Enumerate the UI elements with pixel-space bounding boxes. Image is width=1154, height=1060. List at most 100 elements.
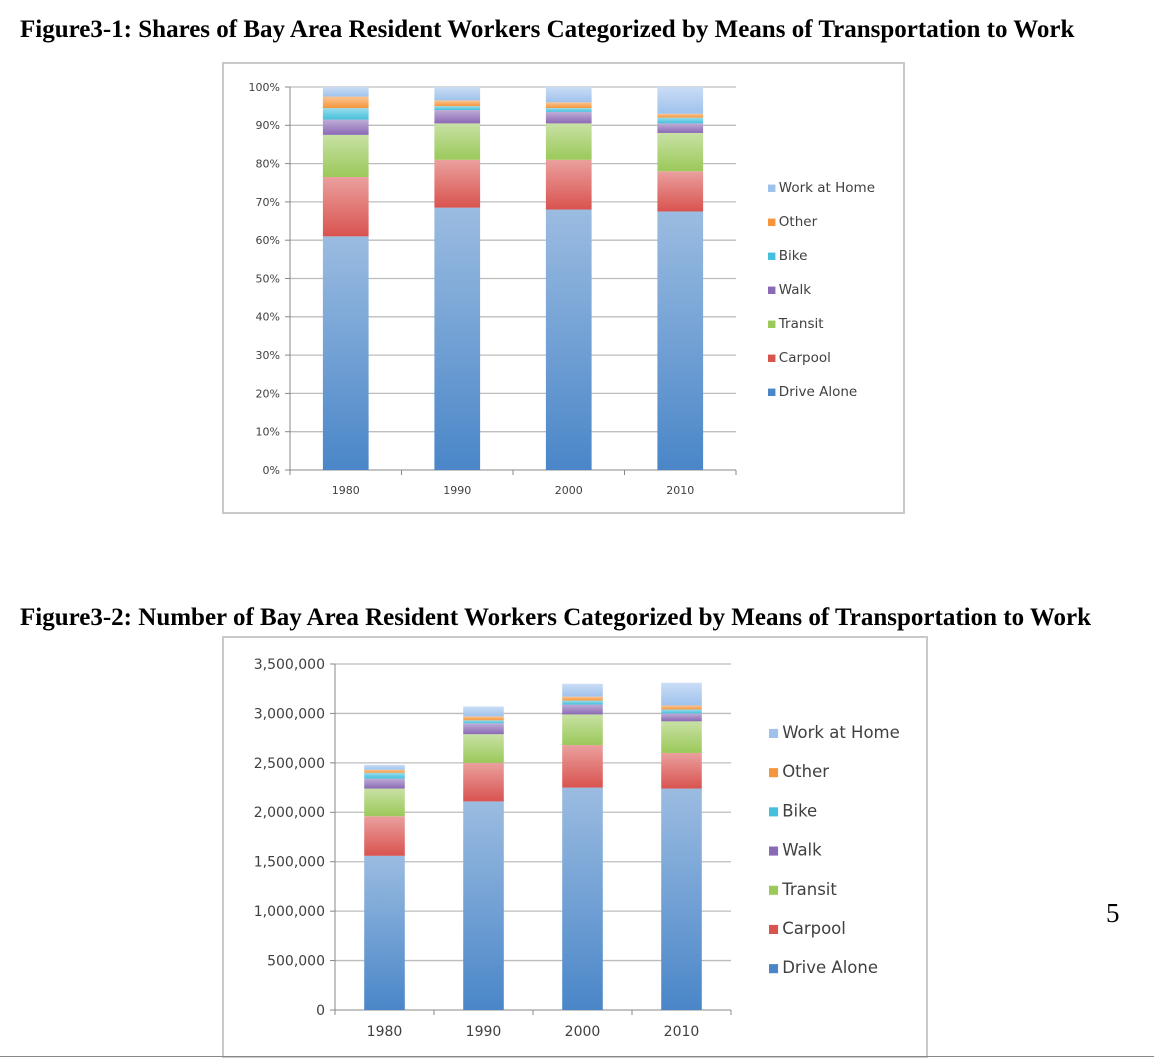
bar-segment-2010-carpool: [657, 171, 704, 212]
y-tick-label: 30%: [256, 349, 280, 362]
legend-label-carpool: Carpool: [782, 919, 846, 938]
bar-segment-2000-other: [562, 696, 603, 701]
chart-shares-frame: 0% 10% 20% 30% 40% 50% 60% 70% 80% 90% 100% 1980 199…: [222, 62, 905, 514]
legend-swatch-walk: [769, 846, 779, 856]
legend-label-transit: Transit: [781, 880, 837, 899]
legend-swatch-transit: [769, 885, 779, 895]
bar-segment-1980-work-at-home: [364, 764, 405, 770]
bar-segment-2000-bike: [545, 108, 592, 112]
y-tick-label: 0: [316, 1003, 325, 1019]
bar-segment-1980-drive-alone: [364, 855, 405, 1010]
legend-swatch-walk: [768, 286, 776, 294]
y-tick-label: 100%: [249, 81, 280, 94]
chart-counts: 0 500,000 1,000,000 1,500,000 2,000,000 2,500…: [254, 657, 900, 1040]
x-tick-label: 2000: [555, 484, 583, 497]
y-tick-label: 90%: [256, 119, 280, 132]
bar-segment-2000-work-at-home: [562, 683, 603, 697]
bar-segment-2010-transit: [661, 721, 702, 753]
legend-label-drive-alone: Drive Alone: [779, 384, 857, 400]
bar-segment-2000-work-at-home: [545, 87, 592, 103]
bar-segment-1980-work-at-home: [322, 87, 369, 97]
legend-label-work-at-home: Work at Home: [779, 180, 875, 196]
legend-swatch-work-at-home: [768, 184, 776, 192]
x-tick-label: 2010: [666, 484, 694, 497]
legend-swatch-other: [769, 768, 779, 778]
bar-segment-1990-walk: [463, 723, 504, 735]
x-tick-label: 2000: [565, 1024, 601, 1040]
legend-swatch-bike: [768, 252, 776, 260]
y-tick-label: 40%: [256, 311, 280, 324]
legend-swatch-work-at-home: [769, 728, 779, 738]
bar-segment-1990-walk: [434, 109, 481, 124]
bar-segment-2010-work-at-home: [661, 682, 702, 706]
figure-3-1-title: Figure3-1: Shares of Bay Area Resident W…: [20, 16, 1075, 43]
bar-segment-1980-carpool: [322, 177, 369, 237]
bar-segment-2010-work-at-home: [657, 87, 704, 114]
bar-segment-2000-drive-alone: [562, 787, 603, 1010]
bar-segment-1990-carpool: [463, 762, 504, 802]
bar-segment-1980-drive-alone: [322, 236, 369, 470]
bar-segment-1990-other: [463, 716, 504, 721]
bar-segment-1980-walk: [322, 119, 369, 135]
bar-segment-1990-drive-alone: [434, 207, 481, 470]
bar-segment-1980-other: [364, 769, 405, 773]
bar-segment-2010-walk: [661, 713, 702, 722]
legend-label-other: Other: [782, 762, 829, 781]
bar-segment-2010-transit: [657, 132, 704, 172]
bar-segment-1990-other: [434, 100, 481, 107]
legend-swatch-other: [768, 218, 776, 226]
bar-segment-2010-drive-alone: [661, 788, 702, 1010]
bar-segment-2010-bike: [657, 117, 704, 124]
bar-segment-2010-other: [661, 705, 702, 710]
y-tick-label: 500,000: [267, 953, 325, 969]
legend-label-bike: Bike: [782, 801, 817, 820]
y-tick-label: 3,500,000: [254, 657, 325, 673]
bar-segment-2010-drive-alone: [657, 211, 704, 470]
bar-segment-2000-carpool: [545, 159, 592, 210]
bar-segment-2000-bike: [562, 700, 603, 705]
y-tick-label: 60%: [256, 234, 280, 247]
legend-label-transit: Transit: [778, 316, 824, 332]
bar-segment-2010-other: [657, 113, 704, 118]
bar-segment-1980-transit: [364, 788, 405, 817]
bar-segment-2000-other: [545, 102, 592, 109]
bar-segment-1990-bike: [463, 720, 504, 724]
bar-segment-1990-work-at-home: [434, 87, 481, 101]
y-tick-label: 10%: [256, 426, 280, 439]
bar-segment-1990-transit: [463, 734, 504, 763]
x-tick-label: 2010: [664, 1024, 700, 1040]
bar-segment-1980-bike: [322, 108, 369, 120]
bar-segment-2000-transit: [562, 714, 603, 746]
legend-swatch-transit: [768, 320, 776, 328]
bar-segment-1990-work-at-home: [463, 706, 504, 717]
legend-swatch-carpool: [768, 354, 776, 362]
page-number: 5: [1106, 898, 1120, 928]
x-tick-label: 1990: [466, 1024, 502, 1040]
bar-segment-2010-bike: [661, 709, 702, 714]
y-tick-label: 50%: [256, 272, 280, 285]
y-tick-label: 2,000,000: [254, 805, 325, 821]
x-tick-label: 1980: [367, 1024, 403, 1040]
legend-swatch-carpool: [769, 924, 779, 934]
bar-segment-2000-carpool: [562, 745, 603, 788]
y-tick-label: 20%: [256, 387, 280, 400]
y-tick-label: 1,500,000: [254, 855, 325, 871]
x-tick-label: 1990: [443, 484, 471, 497]
chart-shares: 0% 10% 20% 30% 40% 50% 60% 70% 80% 90% 100% 1980 199…: [249, 81, 875, 497]
bar-segment-1990-carpool: [434, 159, 481, 208]
legend-label-work-at-home: Work at Home: [782, 723, 900, 742]
x-tick-label: 1980: [332, 484, 360, 497]
legend-label-bike: Bike: [779, 248, 808, 264]
y-tick-label: 70%: [256, 196, 280, 209]
legend-swatch-bike: [769, 807, 779, 817]
y-tick-label: 80%: [256, 157, 280, 170]
bar-segment-1980-walk: [364, 778, 405, 789]
page-bottom-rule: [0, 1056, 1154, 1057]
legend-label-walk: Walk: [779, 282, 812, 298]
bar-segment-1980-transit: [322, 134, 369, 178]
y-tick-label: 2,500,000: [254, 756, 325, 772]
bar-segment-1980-bike: [364, 772, 405, 779]
bar-segment-1980-carpool: [364, 816, 405, 856]
y-tick-label: 0%: [263, 464, 280, 477]
bar-segment-2010-carpool: [661, 752, 702, 789]
